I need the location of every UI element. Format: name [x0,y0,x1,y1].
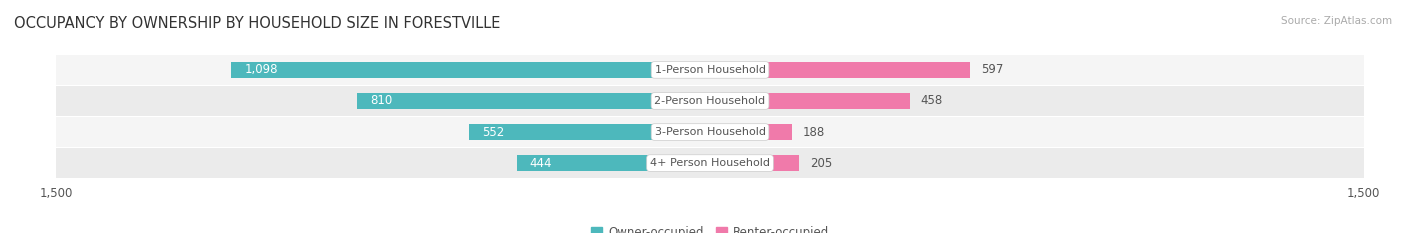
Bar [516,155,710,171]
Text: 552: 552 [482,126,505,139]
Text: 188: 188 [803,126,825,139]
Bar [56,86,1364,116]
Bar [710,93,910,109]
Legend: Owner-occupied, Renter-occupied: Owner-occupied, Renter-occupied [586,221,834,233]
Bar [232,62,710,78]
Text: 444: 444 [530,157,553,170]
Text: 4+ Person Household: 4+ Person Household [650,158,770,168]
Text: 2-Person Household: 2-Person Household [654,96,766,106]
Text: 1-Person Household: 1-Person Household [655,65,765,75]
Text: 205: 205 [810,157,832,170]
Bar [710,124,792,140]
Text: 810: 810 [370,94,392,107]
Text: 3-Person Household: 3-Person Household [655,127,765,137]
Bar [357,93,710,109]
Text: 597: 597 [981,63,1004,76]
Text: 1,098: 1,098 [245,63,278,76]
Bar [56,148,1364,178]
Bar [56,55,1364,85]
Text: OCCUPANCY BY OWNERSHIP BY HOUSEHOLD SIZE IN FORESTVILLE: OCCUPANCY BY OWNERSHIP BY HOUSEHOLD SIZE… [14,16,501,31]
Bar [710,155,800,171]
Text: Source: ZipAtlas.com: Source: ZipAtlas.com [1281,16,1392,26]
Text: 458: 458 [921,94,943,107]
Bar [56,117,1364,147]
Bar [710,62,970,78]
Bar [470,124,710,140]
